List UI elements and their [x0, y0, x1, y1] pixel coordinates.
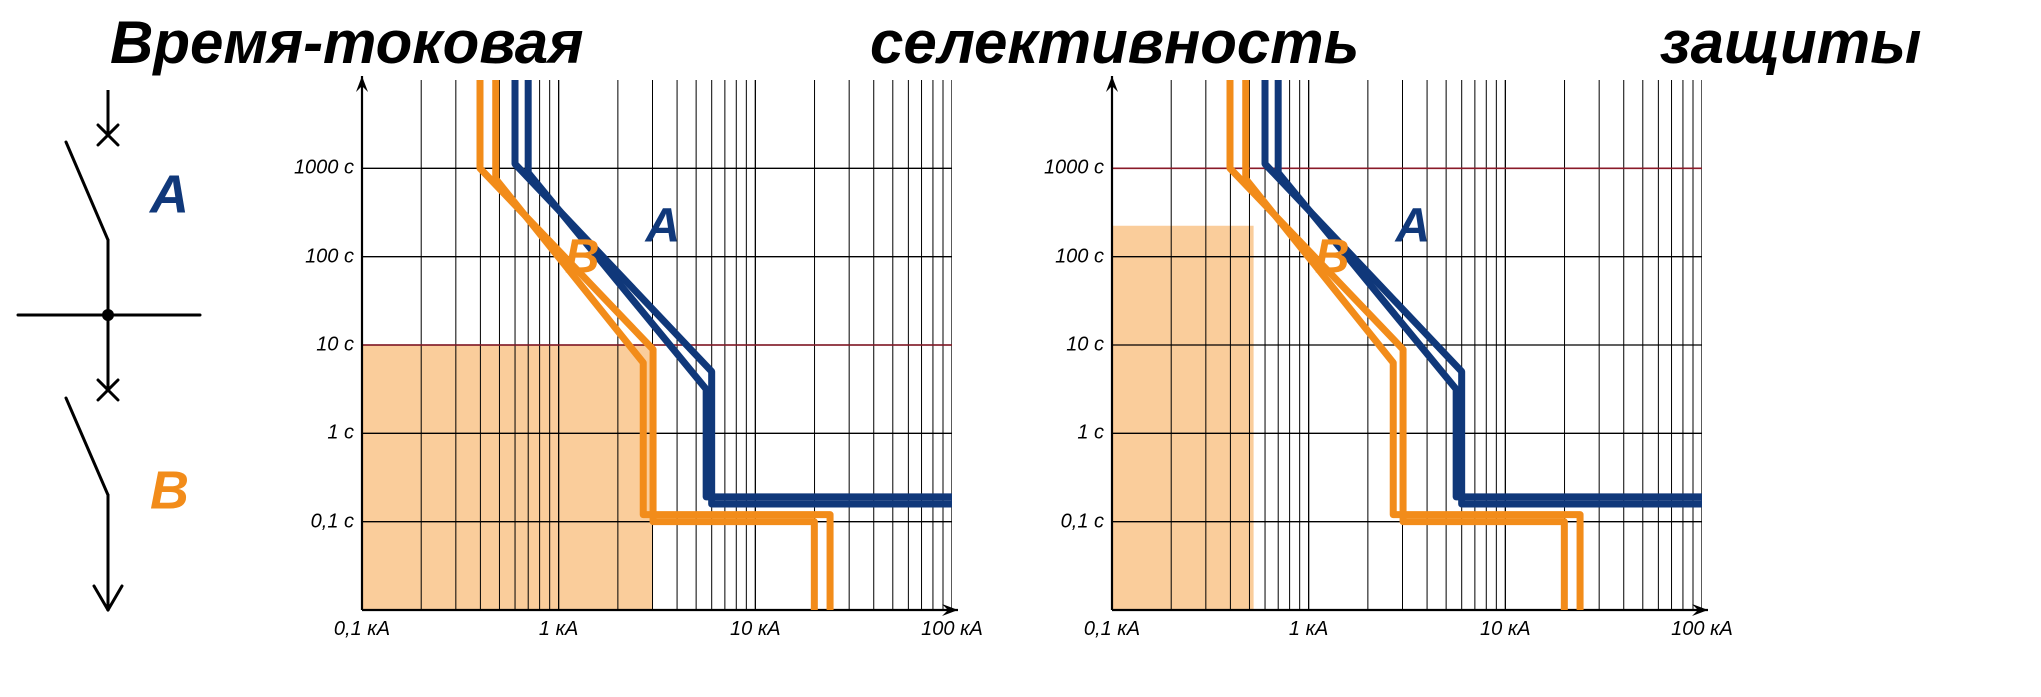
- svg-text:B: B: [150, 461, 189, 521]
- svg-text:A: A: [148, 165, 189, 225]
- page-title-word-3: защиты: [1660, 8, 1921, 77]
- schematic-diagram: AB: [0, 90, 270, 650]
- chart-right: [1042, 68, 1732, 656]
- page-title-word-2: селективность: [870, 8, 1359, 77]
- page-title-word-1: Время-токовая: [110, 8, 583, 77]
- chart-left: [292, 68, 982, 656]
